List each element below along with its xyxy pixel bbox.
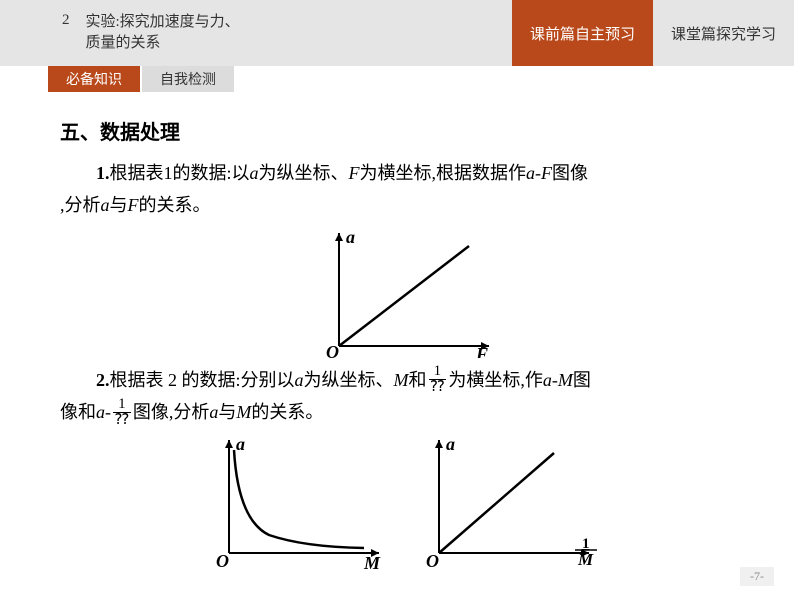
chart-row-1: a F O: [60, 228, 758, 358]
nav-tab-study[interactable]: 课堂篇探究学习: [653, 0, 794, 66]
para1-var-F: F: [349, 163, 360, 183]
para2-t4: 为横坐标,作: [448, 364, 543, 396]
para1-t6: 与: [110, 195, 128, 215]
para2-t1: 根据表 2 的数据:分别以: [110, 364, 295, 396]
chart2-origin: O: [216, 551, 229, 570]
para1-t3: 为横坐标,根据数据作: [360, 163, 527, 183]
top-header: 2 实验:探究加速度与力、 质量的关系 课前篇自主预习 课堂篇探究学习: [0, 0, 794, 66]
chart-aM: a M O: [214, 435, 384, 570]
para1-var-a: a: [250, 163, 259, 183]
nav-tab-preview[interactable]: 课前篇自主预习: [512, 0, 653, 66]
para1-t7: 的关系。: [139, 195, 211, 215]
para2-t6: 像和: [60, 396, 96, 428]
frac-bot-box-2: ⁇: [113, 412, 131, 428]
para2-t8: 与: [218, 396, 236, 428]
para2-lead: 2.: [96, 364, 110, 396]
para2-t6b: -: [105, 396, 111, 428]
chart3-ylabel: a: [446, 435, 455, 454]
para2-var-M: M: [394, 364, 409, 396]
para2-var-a3: a: [209, 396, 218, 428]
para1-var-aF: a-F: [526, 163, 552, 183]
frac-bot-box: ⁇: [429, 379, 447, 395]
chart-a-1overM: a 1 M O: [424, 435, 604, 570]
header-nav: 课前篇自主预习 课堂篇探究学习: [512, 0, 794, 66]
chart3-xlabel-bot: M: [577, 550, 594, 569]
chart1-ylabel: a: [346, 228, 355, 247]
para2-t9: 的关系。: [251, 396, 323, 428]
chart3-origin: O: [426, 551, 439, 570]
main-content: 五、数据处理 1.根据表1的数据:以a为纵坐标、F为横坐标,根据数据作a-F图像…: [0, 92, 794, 570]
para2-var-M2: M: [236, 396, 251, 428]
para1-t4: 图像: [552, 163, 588, 183]
frac-top-1b: 1: [116, 397, 128, 412]
para1-lead: 1.: [96, 163, 110, 183]
para1-t1: 根据表1的数据:以: [110, 163, 250, 183]
chapter-number: 2: [62, 12, 70, 54]
chart1-xlabel: F: [475, 344, 488, 358]
chart-aF: a F O: [324, 228, 494, 358]
chapter-title-line1: 实验:探究加速度与力、: [86, 12, 240, 33]
frac-top-1: 1: [432, 364, 444, 379]
chapter-title: 实验:探究加速度与力、 质量的关系: [86, 12, 240, 54]
frac-1-over-box: 1 ⁇: [429, 364, 447, 395]
chart2-ylabel: a: [236, 435, 245, 454]
chart-row-2: a M O a 1 M O: [60, 435, 758, 570]
para2-var-aM: a-M: [543, 364, 573, 396]
para2-t5: 图: [573, 364, 591, 396]
section-title: 五、数据处理: [60, 116, 758, 145]
para2-t3: 和: [409, 364, 427, 396]
subtab-selftest[interactable]: 自我检测: [142, 66, 234, 92]
para1-t5: ,分析: [60, 195, 101, 215]
para2-var-a: a: [295, 364, 304, 396]
chart1-origin: O: [326, 342, 339, 358]
chapter-info: 2 实验:探究加速度与力、 质量的关系: [0, 12, 240, 54]
para1-var-F2: F: [128, 195, 139, 215]
frac-1-over-box-2: 1 ⁇: [113, 397, 131, 428]
paragraph-2: 2.根据表 2 的数据:分别以 a 为纵坐标、M 和 1 ⁇ 为横坐标,作 a-…: [60, 364, 758, 429]
chart2-xlabel: M: [363, 553, 381, 570]
subtab-knowledge[interactable]: 必备知识: [48, 66, 140, 92]
para2-t2: 为纵坐标、: [304, 364, 394, 396]
para1-var-a2: a: [101, 195, 110, 215]
para2-t7: 图像,分析: [133, 396, 210, 428]
para1-t2: 为纵坐标、: [259, 163, 349, 183]
chapter-title-line2: 质量的关系: [86, 33, 240, 54]
sub-tabs: 必备知识 自我检测: [0, 66, 794, 92]
paragraph-1: 1.根据表1的数据:以a为纵坐标、F为横坐标,根据数据作a-F图像 ,分析a与F…: [60, 157, 758, 222]
page-number: -7-: [740, 567, 774, 586]
para2-var-a2: a: [96, 396, 105, 428]
